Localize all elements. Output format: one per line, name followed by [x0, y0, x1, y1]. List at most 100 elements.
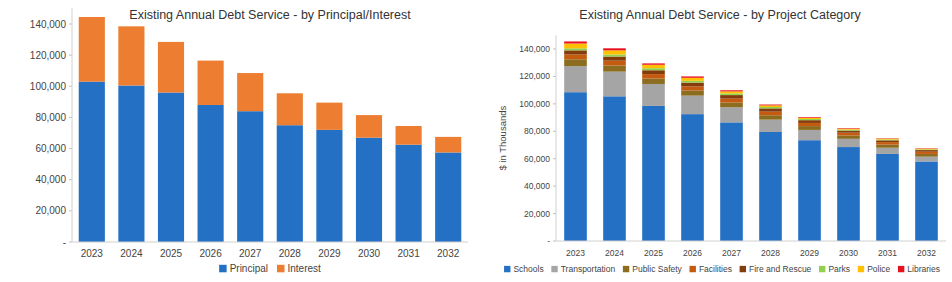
bar [798, 130, 821, 140]
x-tick-label: 2027 [239, 248, 262, 259]
y-tick-label: 60,000 [524, 154, 550, 164]
bar [837, 129, 860, 131]
x-tick-label: 2024 [120, 248, 143, 259]
bar [681, 76, 704, 77]
bar [198, 105, 224, 242]
chart-panel: Existing Annual Debt Service - by Princi… [30, 8, 468, 274]
bar [681, 86, 704, 90]
bar [876, 154, 899, 241]
bar [681, 90, 704, 95]
legend-swatch [504, 266, 510, 272]
bar [316, 130, 342, 242]
bar [603, 48, 626, 50]
bar-group [564, 41, 938, 241]
bar [79, 82, 105, 242]
x-tick-label: 2029 [318, 248, 341, 259]
bar [564, 66, 587, 92]
legend-label: Schools [513, 264, 543, 274]
bar [277, 125, 303, 242]
bar [720, 90, 743, 91]
bar [915, 152, 938, 154]
x-tick-label: 2030 [358, 248, 381, 259]
legend: Principal Interest [219, 263, 321, 274]
legend-label: Fire and Rescue [749, 264, 812, 274]
x-tick-label: 2023 [81, 248, 104, 259]
legend-label: Public Safety [632, 264, 682, 274]
y-axis-line [556, 35, 557, 241]
bar [720, 122, 743, 241]
legend-label: Police [867, 264, 890, 274]
y-tick-label: 120,000 [519, 71, 550, 81]
x-tick-label: 2024 [605, 248, 624, 258]
bar [316, 103, 342, 130]
y-tick-label: 20,000 [35, 205, 66, 216]
chart-panel: Existing Annual Debt Service - by Projec… [497, 8, 946, 274]
bar [564, 50, 587, 54]
bar [79, 17, 105, 82]
bar [642, 84, 665, 106]
bar [681, 78, 704, 81]
x-tick-label: 2031 [397, 248, 420, 259]
bar [837, 131, 860, 133]
bar [642, 63, 665, 64]
bar [759, 115, 782, 119]
y-tick-label: 80,000 [524, 126, 550, 136]
bar [564, 54, 587, 59]
bar [915, 157, 938, 162]
bar [681, 114, 704, 241]
bar [837, 135, 860, 138]
legend-swatch [740, 266, 746, 272]
bar [837, 147, 860, 241]
bar [681, 96, 704, 115]
bar [798, 117, 821, 119]
bar [158, 93, 184, 242]
bar [720, 99, 743, 103]
bar [564, 92, 587, 241]
x-tick-label: 2026 [199, 248, 222, 259]
bar [837, 139, 860, 147]
bar [798, 118, 821, 119]
legend-label: Principal [230, 263, 268, 274]
y-tick-label: 40,000 [524, 181, 550, 191]
chart-title: Existing Annual Debt Service - by Princi… [129, 8, 411, 22]
bar [118, 26, 144, 85]
legend-swatch [898, 266, 904, 272]
bar [798, 140, 821, 241]
legend-swatch [551, 266, 557, 272]
legend-label: Facilities [699, 264, 732, 274]
legend-label: Transportation [561, 264, 616, 274]
bar [759, 120, 782, 132]
bar [798, 120, 821, 123]
y-tick-label: - [63, 237, 66, 248]
bar [603, 50, 626, 54]
bar [603, 65, 626, 71]
bar [720, 107, 743, 122]
bar [720, 102, 743, 107]
x-tick-label: 2028 [279, 248, 302, 259]
bar [876, 138, 899, 139]
y-tick-label: 40,000 [35, 174, 66, 185]
legend-label: Libraries [907, 264, 940, 274]
bar [876, 148, 899, 154]
bar [564, 41, 587, 43]
bar [198, 61, 224, 105]
y-axis-label: $ in Thousands [497, 106, 508, 171]
bar [837, 128, 860, 130]
bar [915, 161, 938, 241]
x-tick-label: 2030 [839, 248, 858, 258]
x-tick-label: 2023 [566, 248, 585, 258]
x-tick-label: 2029 [800, 248, 819, 258]
bar [237, 73, 263, 111]
legend-label: Interest [288, 263, 322, 274]
chart-canvas: Existing Annual Debt Service - by Princi… [0, 0, 952, 282]
bar [798, 123, 821, 126]
y-tick-label: 100,000 [519, 99, 550, 109]
bar [915, 150, 938, 152]
chart-title: Existing Annual Debt Service - by Projec… [579, 8, 861, 22]
bar [564, 59, 587, 66]
bar [759, 107, 782, 108]
bar [681, 81, 704, 83]
bar [720, 95, 743, 99]
bar [681, 83, 704, 87]
bar [720, 93, 743, 95]
